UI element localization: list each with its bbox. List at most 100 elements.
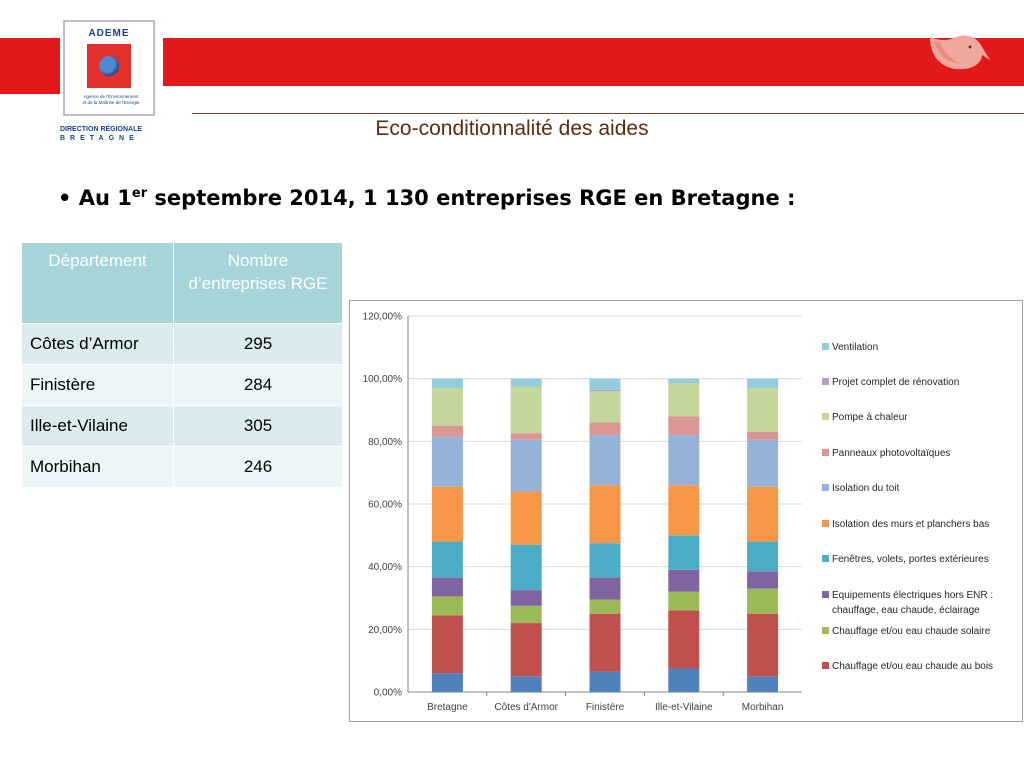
y-tick-label: 80,00%	[368, 437, 402, 448]
bar-segment	[589, 378, 621, 390]
bar-segment	[510, 676, 542, 692]
globe-icon	[99, 56, 119, 76]
title-underline	[192, 113, 1024, 114]
legend-swatch	[822, 413, 829, 420]
bar-segment	[747, 486, 779, 542]
header-red-band	[163, 38, 1024, 86]
legend-swatch	[822, 484, 829, 491]
bar-segment	[668, 383, 700, 417]
table-row: Côtes d’Armor 295	[21, 323, 343, 365]
legend-label: Ventilation	[832, 342, 878, 353]
legend-label: Fenêtres, volets, portes extérieures	[832, 554, 989, 565]
table-header-row: Département Nombre d’entreprises RGE	[21, 242, 343, 324]
bar-segment	[510, 386, 542, 434]
column-header-departement: Département	[21, 242, 174, 324]
bar-segment	[747, 588, 779, 614]
y-tick-label: 100,00%	[363, 374, 403, 385]
bar-segment	[589, 613, 621, 672]
legend-label: Isolation des murs et planchers bas	[832, 519, 989, 530]
bar-segment	[431, 596, 463, 616]
legend-label: Chauffage et/ou eau chaude solaire	[832, 626, 991, 637]
bar-segment	[747, 439, 779, 487]
bar-segment	[747, 431, 779, 440]
bar-segment	[431, 486, 463, 542]
y-tick-label: 0,00%	[374, 688, 402, 699]
legend-swatch	[822, 555, 829, 562]
bar-segment	[747, 388, 779, 432]
x-tick-label: Finistère	[586, 702, 625, 713]
bar-segment	[510, 590, 542, 606]
legend-label: Isolation du toit	[832, 483, 899, 494]
table-cell-departement: Morbihan	[21, 446, 174, 488]
bar-segment	[589, 577, 621, 600]
legend-swatch	[822, 449, 829, 456]
legend-swatch	[822, 378, 829, 385]
bar-segment	[668, 485, 700, 536]
slide-title: Eco-conditionnalité des aides	[375, 117, 649, 140]
bar-segment	[431, 436, 463, 487]
bar-segment	[510, 378, 542, 387]
bar-segment	[589, 543, 621, 578]
legend-label: Panneaux photovoltaïques	[832, 448, 950, 459]
bar-segment	[510, 623, 542, 677]
bird-icon	[930, 35, 990, 70]
bar-segment	[510, 605, 542, 624]
bar-segment	[668, 416, 700, 436]
legend-label: chauffage, eau chaude, éclairage	[832, 605, 980, 616]
y-tick-label: 120,00%	[363, 312, 403, 323]
legend-label: Chauffage et/ou eau chaude au bois	[832, 661, 993, 672]
x-tick-label: Bretagne	[427, 702, 468, 713]
legend-label: Projet complet de rénovation	[832, 377, 959, 388]
bar-segment	[589, 391, 621, 423]
bar-segment	[668, 610, 700, 669]
bar-segment	[747, 613, 779, 677]
table-cell-nombre: 305	[173, 405, 343, 447]
header-red-band-left	[0, 38, 60, 94]
table-cell-nombre: 246	[173, 446, 343, 488]
x-tick-label: Ille-et-Vilaine	[655, 702, 713, 713]
x-tick-label: Morbihan	[742, 702, 784, 713]
logo-subtitle: Agence de l'Environnement et de la Maîtr…	[82, 94, 140, 105]
bar-segment	[668, 569, 700, 592]
bar-segment	[589, 435, 621, 486]
legend-swatch	[822, 520, 829, 527]
bar-segment	[747, 378, 779, 389]
y-tick-label: 20,00%	[368, 625, 402, 636]
table-cell-departement: Côtes d’Armor	[21, 323, 174, 365]
bar-segment	[589, 671, 621, 692]
bar-segment	[668, 378, 700, 384]
bar-segment	[589, 389, 621, 392]
bar-segment	[668, 591, 700, 611]
bullet-dot: •	[58, 186, 79, 210]
column-header-nombre: Nombre d’entreprises RGE	[173, 242, 343, 324]
legend-swatch	[822, 627, 829, 634]
table-row: Ille-et-Vilaine 305	[21, 405, 343, 447]
bar-segment	[510, 439, 542, 492]
legend-label: Pompe à chaleur	[832, 412, 908, 423]
table-row: Finistère 284	[21, 364, 343, 406]
legend-swatch	[822, 662, 829, 669]
legend-swatch	[822, 591, 829, 598]
bar-segment	[589, 599, 621, 614]
bar-segment	[431, 378, 463, 389]
x-tick-label: Côtes d'Armor	[494, 702, 558, 713]
table-row: Morbihan 246	[21, 446, 343, 488]
bar-segment	[431, 615, 463, 674]
bullet-text: • Au 1er septembre 2014, 1 130 entrepris…	[58, 186, 796, 210]
bar-segment	[747, 541, 779, 572]
chart-svg: 0,00% 20,00% 40,00% 60,00% 80,00% 100,00% 120,…	[363, 312, 994, 714]
bar-segment	[668, 668, 700, 692]
table-cell-departement: Ille-et-Vilaine	[21, 405, 174, 447]
logo-name: ADEME	[88, 28, 130, 39]
table-cell-nombre: 284	[173, 364, 343, 406]
bar-segment	[668, 535, 700, 570]
bar-segment	[431, 388, 463, 426]
bar-segment	[510, 491, 542, 545]
rge-table: Département Nombre d’entreprises RGE Côt…	[21, 242, 343, 488]
bar-segment	[431, 673, 463, 692]
bar-segment	[510, 544, 542, 591]
bar-segment	[589, 422, 621, 436]
logo-region: DIRECTION RÉGIONALE BRETAGNE	[60, 126, 143, 142]
legend-swatch	[822, 343, 829, 350]
bar-segment	[589, 485, 621, 544]
